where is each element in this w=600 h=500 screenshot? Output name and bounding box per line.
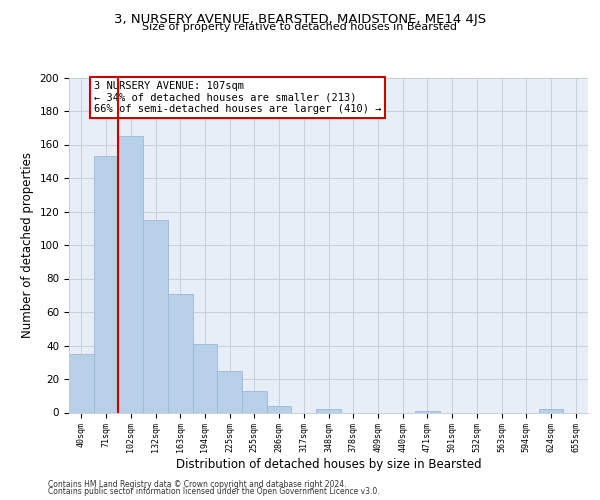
Bar [217, 370, 242, 412]
Bar [193, 344, 217, 412]
Y-axis label: Number of detached properties: Number of detached properties [21, 152, 34, 338]
Bar [415, 411, 440, 412]
Bar [242, 390, 267, 412]
Bar [143, 220, 168, 412]
Bar [118, 136, 143, 412]
Bar [267, 406, 292, 412]
X-axis label: Distribution of detached houses by size in Bearsted: Distribution of detached houses by size … [176, 458, 481, 471]
Text: 3 NURSERY AVENUE: 107sqm
← 34% of detached houses are smaller (213)
66% of semi-: 3 NURSERY AVENUE: 107sqm ← 34% of detach… [94, 81, 381, 114]
Text: Size of property relative to detached houses in Bearsted: Size of property relative to detached ho… [143, 22, 458, 32]
Text: Contains HM Land Registry data © Crown copyright and database right 2024.: Contains HM Land Registry data © Crown c… [48, 480, 347, 489]
Bar [168, 294, 193, 412]
Bar [539, 409, 563, 412]
Bar [94, 156, 118, 412]
Bar [316, 409, 341, 412]
Text: 3, NURSERY AVENUE, BEARSTED, MAIDSTONE, ME14 4JS: 3, NURSERY AVENUE, BEARSTED, MAIDSTONE, … [114, 12, 486, 26]
Text: Contains public sector information licensed under the Open Government Licence v3: Contains public sector information licen… [48, 487, 380, 496]
Bar [69, 354, 94, 412]
